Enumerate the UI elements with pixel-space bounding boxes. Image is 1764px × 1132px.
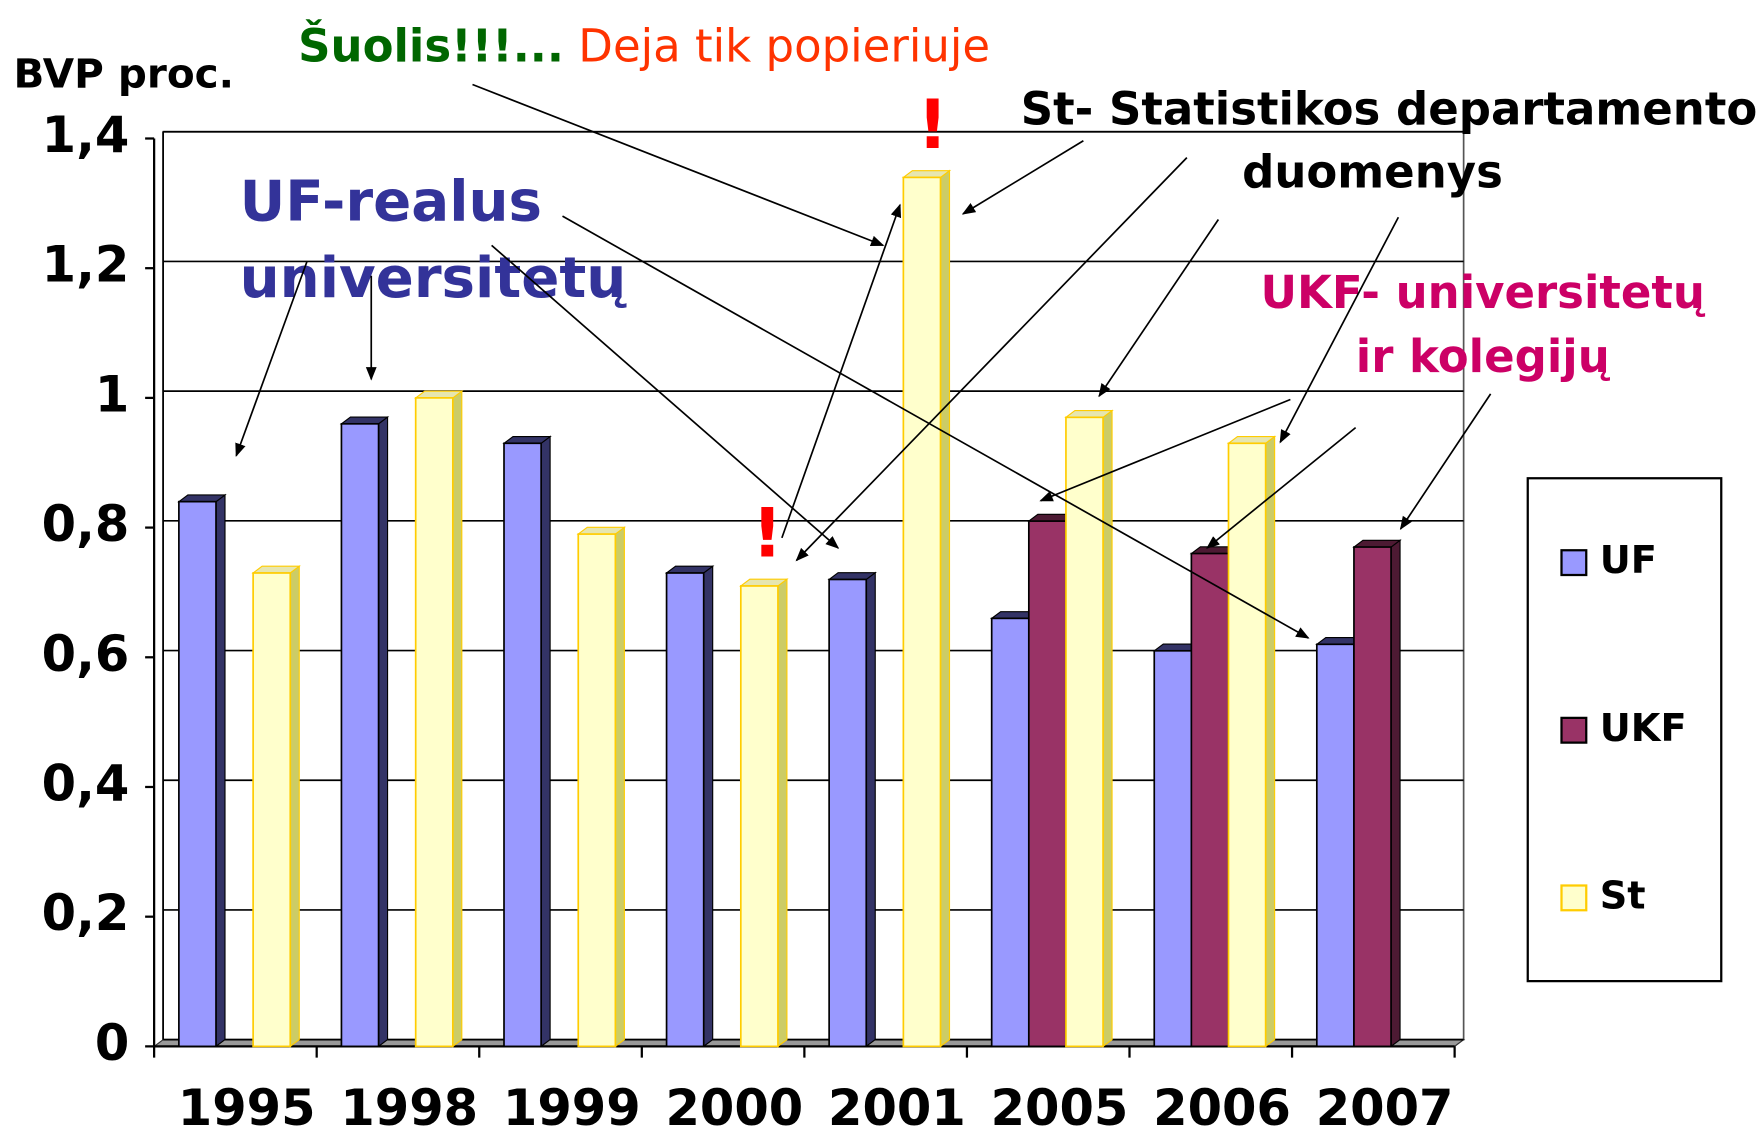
bar-top <box>739 578 789 587</box>
annotation: UF-realus <box>240 170 542 235</box>
x-tick-label: 1995 <box>178 1079 316 1132</box>
annotation: ir kolegijų <box>1356 330 1611 383</box>
bar-side <box>378 415 389 1048</box>
bar <box>1315 643 1355 1048</box>
y-tick-label: 0,8 <box>42 495 130 553</box>
y-tick-label: 0 <box>95 1014 129 1072</box>
bar-side <box>1102 409 1113 1048</box>
bar-side <box>1265 435 1276 1048</box>
bar <box>340 422 380 1048</box>
legend <box>1526 477 1723 983</box>
bar <box>178 500 217 1048</box>
y-tick-label: 1,2 <box>42 236 130 294</box>
bar-top <box>251 565 301 574</box>
bar-top <box>177 494 227 503</box>
bar-side <box>865 571 876 1048</box>
bar <box>577 533 617 1048</box>
bar-side <box>939 169 951 1048</box>
bar-side <box>289 565 300 1048</box>
bar <box>828 578 868 1048</box>
bar <box>1153 649 1193 1048</box>
legend-swatch <box>1560 884 1588 912</box>
x-tick-label: 2000 <box>665 1079 803 1132</box>
x-tick-label: 2001 <box>828 1079 966 1132</box>
x-tick-label: 2005 <box>991 1079 1129 1132</box>
x-tick-label: 1998 <box>340 1079 478 1132</box>
bar-top <box>1352 539 1402 548</box>
bar <box>503 442 542 1048</box>
legend-swatch <box>1560 716 1588 744</box>
annotation: universitetų <box>240 246 628 311</box>
bar <box>414 397 454 1048</box>
bar-top <box>339 416 390 425</box>
bar <box>902 176 942 1048</box>
bar-side <box>614 526 625 1048</box>
annotation: UKF- universitetų <box>1261 266 1706 319</box>
legend-swatch <box>1560 549 1588 577</box>
title: Šuolis!!!... Deja tik popieriuje <box>298 20 990 73</box>
y-tick-label: 1,4 <box>42 106 130 164</box>
y-tick-label: 0,6 <box>42 625 130 683</box>
title-part: Šuolis!!!... <box>298 20 564 73</box>
bar-side <box>777 578 788 1048</box>
plot-area: 0 0,2 0,4 0,6 0,8 1 1,2 1,4 1995 1998 1999 2000 2001… <box>42 106 1466 1132</box>
bar-top <box>576 526 627 535</box>
bar-top <box>827 572 877 581</box>
bar-top <box>901 170 952 178</box>
legend-label: St <box>1600 873 1646 918</box>
legend-items: UF UKF St <box>1560 538 1687 918</box>
bar-top <box>1064 410 1114 418</box>
bar-top <box>502 435 552 444</box>
bar-side <box>540 435 551 1048</box>
bar <box>1065 416 1104 1048</box>
bar <box>1190 552 1230 1048</box>
bar <box>990 617 1030 1048</box>
bar <box>252 572 292 1048</box>
x-tick-label: 2007 <box>1316 1079 1454 1132</box>
annotation: St- Statistikos departamento <box>1021 83 1758 136</box>
bar-top <box>414 390 464 399</box>
bar-side <box>215 493 226 1048</box>
y-tick-label: 1 <box>95 365 129 423</box>
bar-side <box>1390 539 1401 1048</box>
annotation: ! <box>917 85 948 164</box>
bar <box>739 585 779 1048</box>
bar-side <box>703 565 714 1048</box>
y-axis-label: BVP proc. <box>14 50 235 98</box>
legend-label: UF <box>1600 538 1657 583</box>
annotation: ! <box>752 493 783 572</box>
annotation: duomenys <box>1242 146 1503 199</box>
y-tick-label: 0,2 <box>42 884 130 942</box>
bar <box>1027 520 1067 1048</box>
bar-top <box>664 565 715 574</box>
y-tick-label: 0,4 <box>42 754 130 812</box>
bar-top <box>1226 435 1277 444</box>
bar <box>665 572 705 1048</box>
title-part: Deja tik popieriuje <box>564 20 990 73</box>
bar <box>1353 546 1392 1048</box>
arrows <box>235 83 1492 639</box>
legend-label: UKF <box>1600 706 1687 751</box>
bar <box>1227 442 1267 1048</box>
x-tick-label: 1999 <box>503 1079 641 1132</box>
bar-side <box>452 390 463 1048</box>
x-tick-label: 2006 <box>1153 1079 1291 1132</box>
